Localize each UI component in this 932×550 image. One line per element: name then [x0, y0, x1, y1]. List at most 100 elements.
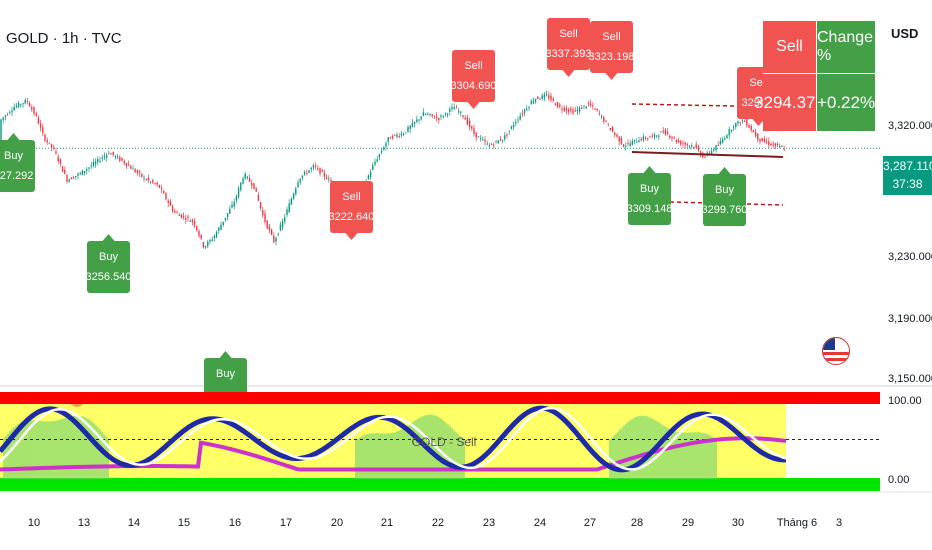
candle: [686, 144, 689, 146]
candle: [418, 119, 420, 121]
candle: [125, 163, 128, 167]
candle: [572, 109, 574, 114]
candle: [556, 102, 559, 108]
candle: [248, 177, 251, 182]
candle: [158, 185, 161, 188]
candle: [240, 182, 242, 190]
sell-signal: [547, 18, 590, 70]
candle: [431, 114, 433, 116]
candle: [169, 201, 172, 206]
candle: [550, 95, 552, 101]
candle: [284, 217, 286, 222]
candle: [112, 151, 114, 156]
candle: [114, 155, 117, 157]
candle: [0, 119, 2, 149]
candle: [781, 145, 783, 147]
candle: [292, 193, 295, 200]
candle: [275, 237, 277, 242]
last-price-badge: 3,287.110 37:38: [883, 156, 932, 195]
candle: [748, 125, 750, 128]
candle: [229, 208, 231, 214]
candle: [614, 132, 616, 135]
candle: [576, 109, 579, 112]
price-tick-label: 3,320.000: [888, 120, 932, 132]
candle: [273, 235, 275, 243]
candle: [539, 98, 541, 100]
candle: [482, 139, 484, 141]
candle: [578, 107, 581, 112]
candle: [226, 213, 229, 218]
candle: [147, 177, 150, 181]
candle: [374, 161, 376, 165]
signal-price: 3323.198: [589, 51, 635, 63]
candle: [559, 104, 561, 107]
candle: [171, 206, 174, 212]
candle: [622, 144, 625, 147]
candle: [433, 117, 436, 119]
candle: [512, 125, 515, 128]
time-tick-label: 14: [128, 517, 140, 529]
currency-label[interactable]: USD: [891, 26, 919, 41]
candle: [88, 167, 90, 169]
candle: [464, 117, 466, 120]
candle: [616, 134, 618, 137]
candle: [209, 240, 211, 242]
candle: [4, 115, 7, 118]
candle: [413, 121, 416, 124]
candle: [554, 103, 557, 106]
candle: [407, 127, 409, 133]
candle: [521, 113, 524, 115]
candle: [28, 102, 31, 107]
candle: [697, 146, 700, 151]
us-flag-icon[interactable]: [822, 337, 850, 365]
candle: [152, 180, 154, 183]
signal-pointer: [605, 73, 618, 80]
sell-signal: [590, 21, 633, 73]
candle: [552, 98, 554, 101]
candle: [504, 135, 506, 140]
time-tick-label: 3: [836, 517, 842, 529]
candle: [202, 242, 205, 248]
candle: [242, 178, 244, 184]
candle: [475, 132, 477, 138]
candle: [323, 172, 326, 177]
candle: [420, 116, 422, 120]
candle: [770, 143, 772, 146]
candle: [765, 141, 768, 143]
candle: [653, 134, 656, 138]
candle: [160, 187, 163, 190]
candle: [141, 173, 143, 177]
signal-pointer: [562, 70, 575, 77]
candle: [506, 134, 508, 136]
candle: [752, 130, 755, 133]
signal-price: 3337.393: [546, 48, 592, 60]
candle: [561, 108, 563, 110]
candle: [143, 177, 145, 179]
candle: [684, 142, 686, 145]
candle: [629, 143, 631, 147]
candle: [730, 130, 733, 132]
candle: [387, 137, 389, 142]
candle: [400, 133, 403, 136]
candle: [435, 115, 438, 118]
candle: [759, 138, 761, 142]
candle: [310, 167, 312, 170]
candle: [281, 220, 284, 228]
candle: [647, 138, 649, 140]
candle: [453, 107, 455, 110]
candle: [297, 182, 299, 188]
candle: [68, 179, 70, 182]
candle: [22, 103, 24, 105]
candle: [735, 123, 737, 128]
candle: [61, 166, 64, 172]
candle: [182, 216, 185, 218]
price-tick-label: 3,190.000: [888, 313, 932, 325]
candle: [380, 150, 383, 153]
candle: [213, 236, 216, 238]
candle: [328, 178, 330, 180]
candle: [774, 143, 777, 147]
signal-pointer: [467, 102, 480, 109]
candle: [688, 145, 691, 147]
